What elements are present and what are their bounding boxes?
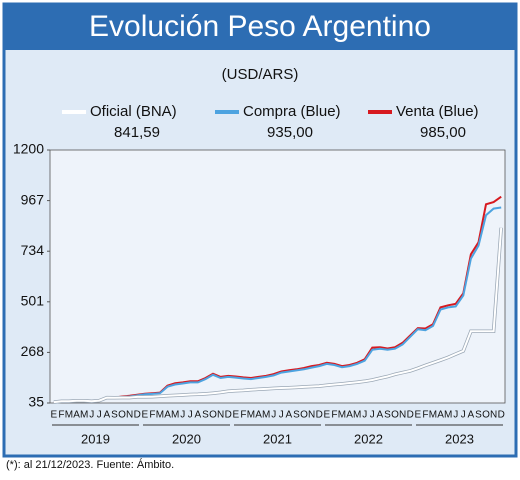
x-tick-label: N (399, 410, 406, 421)
x-tick-label: M (338, 410, 346, 421)
year-label: 2021 (263, 431, 292, 446)
x-tick-label: A (164, 410, 171, 421)
series-line (53, 227, 503, 404)
x-tick-label: N (126, 410, 133, 421)
x-tick-label: S (293, 410, 300, 421)
x-tick-label: J (89, 410, 94, 421)
x-tick-label: A (346, 410, 353, 421)
x-tick-label: M (156, 410, 164, 421)
x-tick-label: O (209, 410, 217, 421)
x-tick-label: O (391, 410, 399, 421)
x-tick-label: F (331, 410, 337, 421)
x-tick-label: S (111, 410, 118, 421)
chart-title: Evolución Peso Argentino (89, 10, 431, 43)
x-tick-label: J (461, 410, 466, 421)
legend-label: Compra (Blue) (243, 103, 341, 120)
plot-area (49, 149, 506, 404)
x-tick-label: D (316, 410, 323, 421)
x-tick-label: J (279, 410, 284, 421)
x-tick-label: A (195, 410, 202, 421)
x-tick-label: M (171, 410, 179, 421)
legend-value: 985,00 (420, 124, 466, 141)
x-tick-label: N (308, 410, 315, 421)
x-tick-label: F (58, 410, 64, 421)
x-tick-label: O (118, 410, 126, 421)
x-tick-label: E (141, 410, 148, 421)
x-tick-label: D (498, 410, 505, 421)
x-tick-label: F (149, 410, 155, 421)
y-tick-label: 268 (21, 343, 45, 359)
x-tick-label: E (50, 410, 57, 421)
x-tick-label: E (232, 410, 239, 421)
x-tick-label: D (407, 410, 414, 421)
x-tick-label: A (377, 410, 384, 421)
year-label: 2020 (172, 431, 201, 446)
legend-label: Venta (Blue) (396, 103, 479, 120)
x-tick-label: J (188, 410, 193, 421)
x-tick-label: E (323, 410, 330, 421)
x-tick-label: J (97, 410, 102, 421)
y-tick-label: 1200 (13, 141, 44, 157)
x-tick-label: M (80, 410, 88, 421)
x-tick-label: S (475, 410, 482, 421)
x-tick-label: J (180, 410, 185, 421)
legend-value: 935,00 (267, 124, 313, 141)
x-tick-label: M (247, 410, 255, 421)
x-tick-label: A (255, 410, 262, 421)
x-tick-label: S (202, 410, 209, 421)
y-tick-label: 967 (21, 191, 45, 207)
year-label: 2022 (354, 431, 383, 446)
x-tick-label: M (429, 410, 437, 421)
y-tick-label: 734 (21, 242, 45, 258)
legend-value: 841,59 (114, 124, 160, 141)
header (4, 4, 516, 50)
x-tick-label: A (286, 410, 293, 421)
x-tick-label: E (414, 410, 421, 421)
x-tick-label: J (271, 410, 276, 421)
x-tick-label: A (468, 410, 475, 421)
y-tick-label: 501 (21, 293, 45, 309)
x-tick-label: J (453, 410, 458, 421)
x-tick-label: J (362, 410, 367, 421)
legend-label: Oficial (BNA) (90, 103, 177, 120)
x-tick-label: A (437, 410, 444, 421)
x-tick-label: O (300, 410, 308, 421)
footnote: (*): al 21/12/2023. Fuente: Ámbito. (6, 458, 174, 471)
x-tick-label: N (217, 410, 224, 421)
x-tick-label: A (104, 410, 111, 421)
x-tick-label: S (384, 410, 391, 421)
x-tick-label: O (482, 410, 490, 421)
x-tick-label: M (65, 410, 73, 421)
subtitle: (USD/ARS) (222, 66, 299, 83)
x-tick-label: D (225, 410, 232, 421)
year-label: 2023 (445, 431, 474, 446)
x-tick-label: N (490, 410, 497, 421)
x-tick-label: D (134, 410, 141, 421)
year-label: 2019 (81, 431, 110, 446)
x-tick-label: A (73, 410, 80, 421)
y-tick-label: 35 (28, 394, 44, 410)
x-tick-label: M (262, 410, 270, 421)
x-tick-label: M (444, 410, 452, 421)
x-tick-label: F (240, 410, 246, 421)
x-tick-label: J (370, 410, 375, 421)
x-tick-label: F (422, 410, 428, 421)
x-tick-label: M (353, 410, 361, 421)
